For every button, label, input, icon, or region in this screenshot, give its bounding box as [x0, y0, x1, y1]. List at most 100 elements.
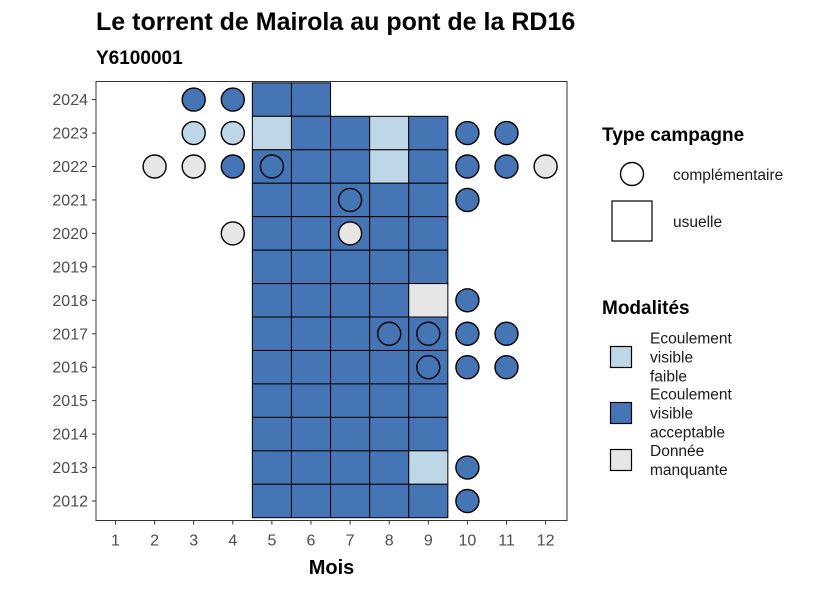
legend-label-square: usuelle [673, 214, 722, 231]
tile-2015-7 [330, 383, 371, 418]
y-tick-label: 2017 [52, 326, 88, 343]
point-2022-12 [533, 154, 558, 179]
plot-border [95, 81, 568, 521]
tile-2013-6 [290, 450, 332, 485]
chart-title: Le torrent de Mairola au pont de la RD16 [96, 8, 575, 36]
tile-2014-7 [330, 416, 371, 452]
x-tick-label: 12 [537, 533, 555, 550]
point-2023-10 [455, 120, 480, 146]
legend-label-modalite: Ecoulement visible faible [650, 331, 733, 386]
x-tick-label: 11 [498, 533, 515, 550]
tile-2021-5 [251, 182, 292, 218]
x-tick-label: 3 [189, 533, 198, 550]
point-2021-10 [455, 187, 480, 213]
tile-2014-8 [369, 416, 410, 452]
point-2022-4 [220, 154, 246, 179]
point-2017-10 [455, 321, 480, 346]
x-tick-label: 6 [307, 533, 316, 550]
point-2023-4 [220, 120, 246, 146]
tile-2015-5 [251, 383, 292, 418]
tile-2016-7 [330, 349, 371, 385]
tile-2014-9 [408, 416, 449, 452]
tile-2017-7 [330, 316, 371, 351]
point-2016-9 [416, 355, 441, 380]
tile-2012-7 [330, 483, 371, 519]
tile-2015-9 [408, 383, 449, 418]
tile-2016-8 [369, 349, 410, 385]
legend-key-swatch [609, 401, 633, 425]
point-2020-7 [337, 221, 363, 246]
tile-2021-9 [408, 182, 449, 218]
tile-2023-9 [408, 115, 449, 151]
x-tick-label: 8 [385, 533, 394, 550]
tile-2012-8 [369, 483, 410, 519]
tile-2012-9 [408, 483, 449, 519]
tile-2016-6 [290, 349, 332, 385]
tile-2020-9 [408, 216, 449, 251]
tile-2022-9 [408, 149, 449, 184]
tile-2012-5 [251, 483, 292, 519]
legend: Type campagne complémentaire usuelle Modali… [602, 125, 783, 479]
legend-key-swatch [609, 345, 633, 369]
tile-2023-8 [369, 115, 410, 151]
y-tick-label: 2020 [52, 226, 88, 243]
tile-2015-8 [369, 383, 410, 418]
point-2022-3 [181, 154, 206, 179]
tile-2022-7 [330, 149, 371, 184]
y-tick-label: 2012 [52, 494, 88, 511]
tile-2013-8 [369, 450, 410, 485]
tile-2018-7 [330, 283, 371, 318]
tile-2023-5 [251, 115, 292, 151]
point-2016-11 [494, 355, 519, 380]
point-2024-3 [181, 87, 206, 112]
tile-2022-6 [290, 149, 332, 184]
legend-label-circle: complémentaire [673, 167, 783, 184]
legend-label-modalite: Donnée manquante [650, 443, 728, 479]
y-tick-label: 2024 [52, 92, 88, 109]
y-tick-label: 2022 [52, 159, 88, 176]
y-tick-label: 2016 [52, 360, 88, 377]
tile-2012-6 [290, 483, 332, 519]
tile-2019-7 [330, 249, 371, 285]
y-tick-label: 2014 [52, 427, 88, 444]
y-tick-label: 2013 [52, 460, 88, 477]
tile-2013-9 [408, 450, 449, 485]
tile-2018-5 [251, 283, 292, 318]
point-2020-4 [220, 221, 246, 246]
tile-2018-8 [369, 283, 410, 318]
point-2022-2 [142, 154, 167, 179]
tile-2014-6 [290, 416, 332, 452]
y-tick-label: 2019 [52, 259, 88, 276]
x-axis-title: Mois [309, 557, 355, 579]
tile-2021-8 [369, 182, 410, 218]
y-tick-label: 2018 [52, 293, 88, 310]
legend-label-modalite: Ecoulement visible acceptable [650, 387, 733, 442]
legend-key-square [611, 200, 653, 242]
x-tick-label: 7 [346, 533, 355, 550]
y-tick-label: 2023 [52, 126, 88, 143]
tile-2020-6 [290, 216, 332, 251]
point-2023-11 [494, 120, 519, 146]
tile-2021-6 [290, 182, 332, 218]
point-2022-10 [455, 154, 480, 179]
tile-2017-5 [251, 316, 292, 351]
tile-2013-7 [330, 450, 371, 485]
chart-subtitle: Y6100001 [96, 48, 183, 69]
tile-2018-9 [408, 283, 449, 318]
tile-2020-8 [369, 216, 410, 251]
point-2022-5 [259, 154, 285, 179]
x-tick-label: 9 [424, 533, 433, 550]
tile-2019-9 [408, 249, 449, 285]
point-2018-10 [455, 288, 480, 313]
tile-2022-8 [369, 149, 410, 184]
point-2017-9 [416, 321, 441, 346]
legend-title-modalites: Modalités [602, 298, 690, 319]
legend-key-circle [619, 161, 645, 187]
tile-2020-5 [251, 216, 292, 251]
tile-2023-6 [290, 115, 332, 151]
tile-2023-7 [330, 115, 371, 151]
x-tick-label: 4 [228, 533, 237, 550]
tile-2024-6 [290, 82, 332, 117]
point-2016-10 [455, 355, 480, 380]
